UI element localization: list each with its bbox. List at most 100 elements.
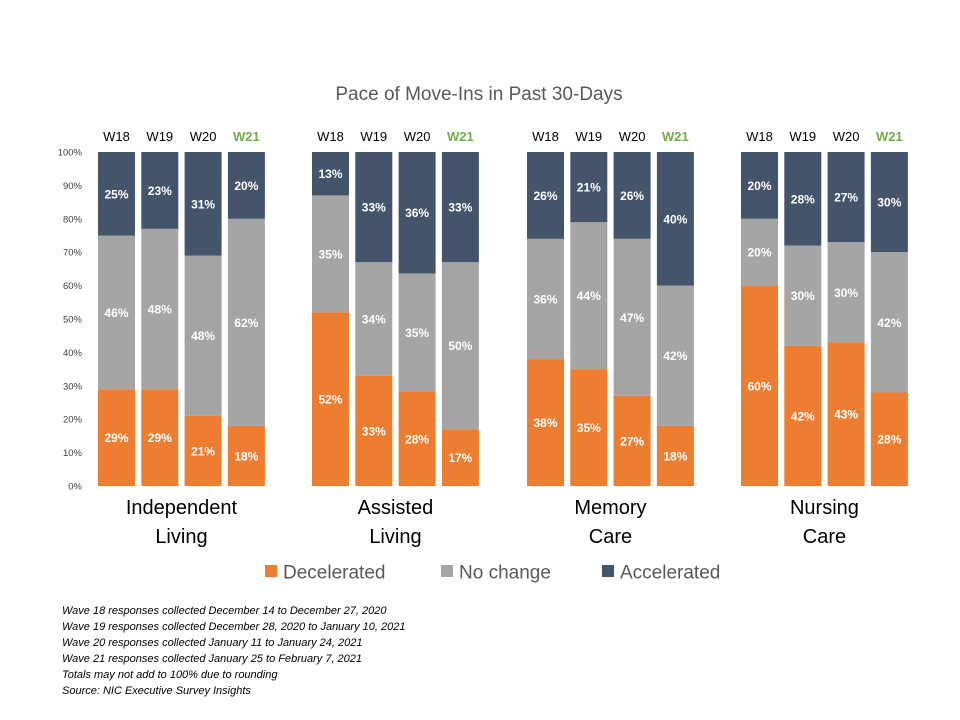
bar-segment: [784, 152, 822, 246]
data-label: 28%: [405, 432, 429, 446]
bar-segment: [570, 222, 608, 370]
bar-segment: [527, 152, 564, 239]
bar-segment: [141, 152, 179, 229]
footnote-wave-18: Wave 18 responses collected December 14 …: [62, 605, 387, 617]
bar-segment: [570, 152, 608, 223]
bar-segment: [570, 369, 608, 486]
bar-segment: [227, 218, 265, 426]
bar-segment: [870, 252, 908, 393]
data-label: 28%: [791, 192, 815, 206]
wave-label: W20: [619, 129, 646, 144]
footnote-rounding: Totals may not add to 100% due to roundi…: [62, 669, 278, 681]
bar-segment: [741, 285, 778, 486]
category-label: Living: [369, 526, 421, 548]
wave-label: W21: [447, 129, 474, 144]
data-label: 20%: [747, 179, 771, 193]
bar-segment: [98, 152, 135, 236]
bar-group: W18 52% 35% 13% W19 33% 34% 33% W20 28% 35% 36% W21 1…: [312, 129, 479, 548]
bar-segment: [827, 152, 865, 243]
data-label: 35%: [318, 247, 342, 261]
data-label: 35%: [577, 421, 601, 435]
bar-segment: [784, 245, 822, 346]
data-label: 42%: [663, 349, 687, 363]
bar-segment: [870, 392, 908, 486]
data-label: 26%: [533, 189, 557, 203]
data-label: 27%: [620, 434, 644, 448]
bar-segment: [227, 425, 265, 486]
bar-group: W18 60% 20% 20% W19 42% 30% 28% W20 43% 30% 27% W21 2…: [741, 129, 908, 548]
data-label: 21%: [191, 444, 215, 458]
bar-segment: [441, 262, 479, 430]
legend-label: Decelerated: [283, 563, 385, 584]
legend-item: No change: [441, 563, 551, 584]
legend-label: No change: [459, 563, 551, 584]
data-label: 30%: [834, 286, 858, 300]
wave-label: W20: [190, 129, 217, 144]
wave-label: W21: [662, 129, 689, 144]
category-label: Memory: [574, 497, 646, 519]
bar-segment: [656, 152, 694, 286]
data-label: 25%: [104, 187, 128, 201]
bar-segment: [527, 238, 564, 360]
bars: W18 29% 46% 25% W19 29% 48% 23% W20 21% 48% 31% W21 1…: [98, 129, 908, 548]
data-label: 38%: [533, 416, 557, 430]
wave-label: W18: [532, 129, 559, 144]
bar-segment: [184, 152, 222, 256]
data-label: 21%: [577, 181, 601, 195]
category-label: Living: [155, 526, 207, 548]
bar-segment: [398, 152, 436, 274]
bar-segment: [827, 342, 865, 486]
bar-segment: [441, 429, 479, 486]
bar-segment: [141, 389, 179, 486]
data-label: 46%: [104, 306, 128, 320]
bar-segment: [184, 255, 222, 416]
data-label: 33%: [362, 201, 386, 215]
data-label: 29%: [148, 431, 172, 445]
data-label: 30%: [877, 196, 901, 210]
data-label: 18%: [663, 449, 687, 463]
y-tick-label: 90%: [63, 181, 83, 192]
bar-group: W18 38% 36% 26% W19 35% 44% 21% W20 27% 47% 26% W21 1…: [527, 129, 694, 548]
data-label: 20%: [234, 179, 258, 193]
category-label: Nursing: [790, 497, 859, 519]
bar-segment: [398, 391, 436, 486]
data-label: 42%: [877, 316, 901, 330]
data-label: 20%: [747, 246, 771, 260]
category-label: Independent: [126, 497, 238, 519]
data-label: 48%: [191, 329, 215, 343]
footnote-source: Source: NIC Executive Survey Insights: [62, 685, 251, 697]
wave-label: W21: [876, 129, 903, 144]
wave-label: W20: [833, 129, 860, 144]
data-label: 52%: [318, 393, 342, 407]
wave-label: W19: [360, 129, 387, 144]
data-label: 34%: [362, 313, 386, 327]
data-label: 17%: [448, 451, 472, 465]
y-tick-label: 40%: [63, 348, 83, 359]
data-label: 42%: [791, 409, 815, 423]
data-label: 31%: [191, 197, 215, 211]
data-label: 35%: [405, 326, 429, 340]
wave-label: W20: [404, 129, 431, 144]
data-label: 44%: [577, 289, 601, 303]
y-tick-label: 10%: [63, 448, 83, 459]
bar-segment: [741, 152, 778, 219]
bar-segment: [98, 235, 135, 390]
legend-item: Accelerated: [602, 563, 720, 584]
data-label: 36%: [533, 292, 557, 306]
wave-label: W19: [789, 129, 816, 144]
stacked-bar-chart: Pace of Move-Ins in Past 30-Days 0% 10% 20…: [58, 84, 908, 584]
y-tick-label: 30%: [63, 381, 83, 392]
bar-segment: [355, 152, 393, 263]
y-tick-label: 70%: [63, 248, 83, 259]
bar-segment: [98, 389, 135, 486]
category-label: Care: [803, 526, 846, 548]
wave-label: W18: [746, 129, 773, 144]
data-label: 60%: [747, 379, 771, 393]
data-label: 29%: [104, 431, 128, 445]
bar-segment: [613, 152, 651, 239]
bar-segment: [870, 152, 908, 253]
y-tick-label: 60%: [63, 281, 83, 292]
data-label: 26%: [620, 189, 644, 203]
data-label: 50%: [448, 339, 472, 353]
y-tick-label: 20%: [63, 415, 83, 426]
